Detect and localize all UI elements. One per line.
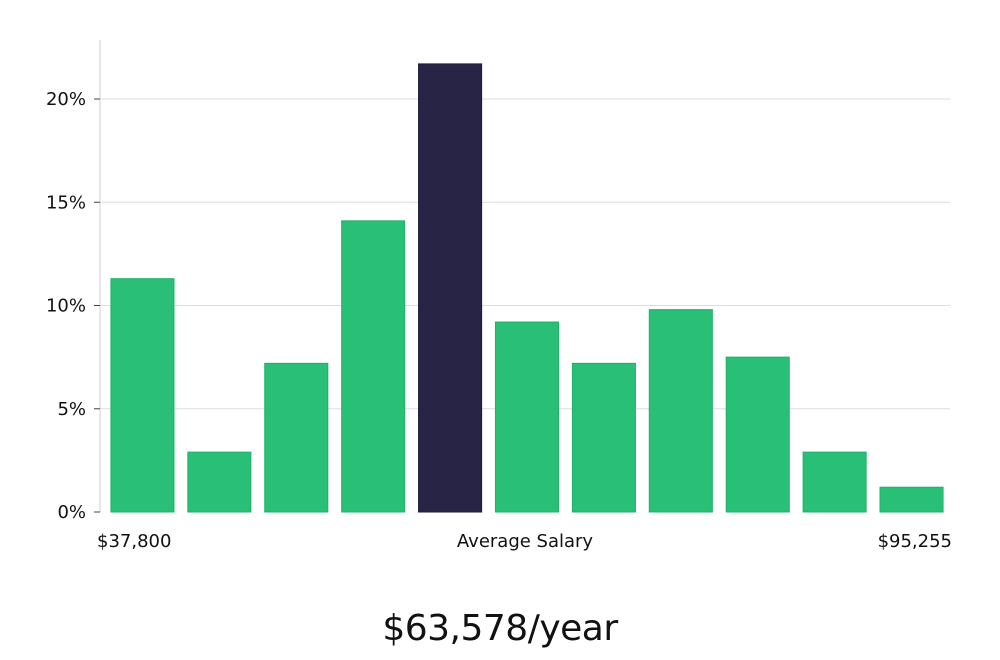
bar bbox=[110, 278, 175, 513]
bars bbox=[110, 63, 944, 513]
y-tick-label: 20% bbox=[46, 89, 86, 110]
average-salary-value: $63,578/year bbox=[382, 608, 618, 649]
bar bbox=[571, 362, 636, 513]
y-tick-label: 15% bbox=[46, 192, 86, 213]
y-tick-label: 5% bbox=[57, 399, 86, 420]
bar bbox=[264, 362, 329, 513]
bar bbox=[802, 451, 867, 513]
bar bbox=[725, 356, 790, 513]
bar bbox=[494, 321, 560, 513]
salary-distribution-chart: 0% 5% 10% 15% 20% $37,800 Average Salary $95… bbox=[46, 40, 952, 552]
y-axis-ticks: 0% 5% 10% 15% 20% bbox=[46, 89, 100, 523]
x-label-average-salary: Average Salary bbox=[457, 531, 594, 552]
bar bbox=[341, 220, 406, 513]
x-label-max-salary: $95,255 bbox=[878, 531, 952, 552]
bar-average bbox=[418, 63, 483, 513]
bar bbox=[648, 309, 713, 513]
bar bbox=[879, 486, 944, 513]
y-tick-label: 10% bbox=[46, 296, 86, 317]
bar bbox=[187, 451, 252, 513]
x-label-min-salary: $37,800 bbox=[97, 531, 171, 552]
y-tick-label: 0% bbox=[57, 502, 86, 523]
